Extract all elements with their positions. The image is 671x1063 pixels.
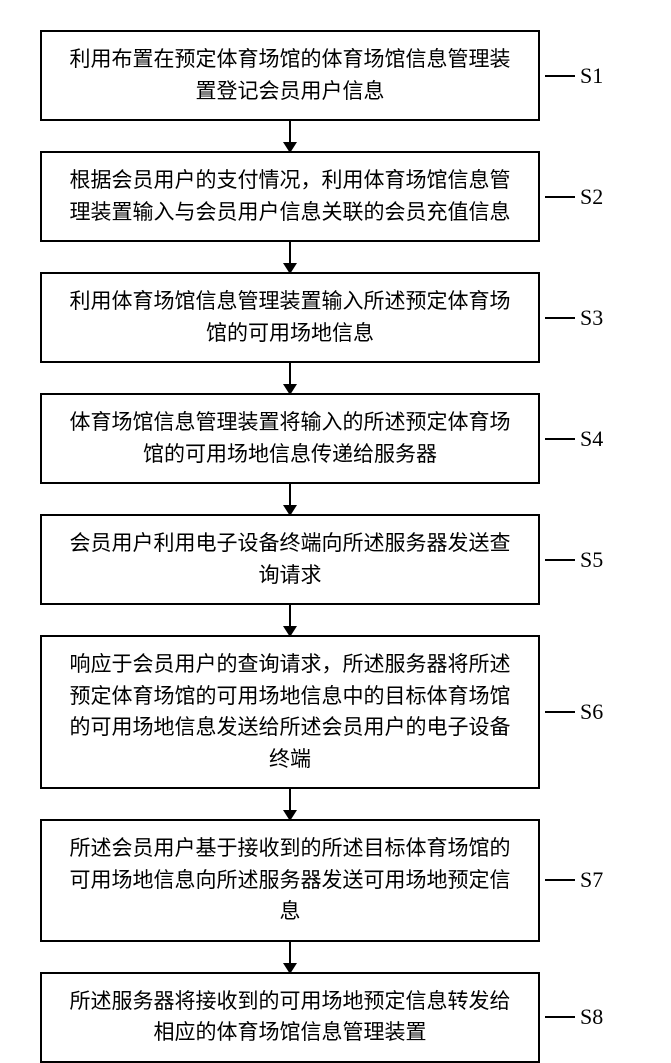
step-box: 所述会员用户基于接收到的所述目标体育场馆的可用场地信息向所述服务器发送可用场地预… [40,819,540,942]
step-label: S3 [580,305,603,331]
arrow-s7-s8 [40,942,540,972]
step-label: S5 [580,547,603,573]
step-row-s4: 体育场馆信息管理装置将输入的所述预定体育场馆的可用场地信息传递给服务器 S4 [40,393,630,484]
connector-line [545,879,575,881]
step-label: S6 [580,699,603,725]
step-row-s5: 会员用户利用电子设备终端向所述服务器发送查询请求 S5 [40,514,630,605]
step-box: 体育场馆信息管理装置将输入的所述预定体育场馆的可用场地信息传递给服务器 [40,393,540,484]
step-row-s8: 所述服务器将接收到的可用场地预定信息转发给相应的体育场馆信息管理装置 S8 [40,972,630,1063]
arrow-s5-s6 [40,605,540,635]
step-label: S8 [580,1004,603,1030]
step-row-s2: 根据会员用户的支付情况，利用体育场馆信息管理装置输入与会员用户信息关联的会员充值… [40,151,630,242]
step-box: 利用体育场馆信息管理装置输入所述预定体育场馆的可用场地信息 [40,272,540,363]
step-label: S7 [580,867,603,893]
step-text: 体育场馆信息管理装置将输入的所述预定体育场馆的可用场地信息传递给服务器 [70,410,511,466]
arrow-s1-s2 [40,121,540,151]
step-box: 利用布置在预定体育场馆的体育场馆信息管理装置登记会员用户信息 [40,30,540,121]
arrow-s3-s4 [40,363,540,393]
step-text: 利用体育场馆信息管理装置输入所述预定体育场馆的可用场地信息 [70,289,511,345]
step-box: 根据会员用户的支付情况，利用体育场馆信息管理装置输入与会员用户信息关联的会员充值… [40,151,540,242]
connector-line [545,75,575,77]
step-label: S2 [580,184,603,210]
step-row-s3: 利用体育场馆信息管理装置输入所述预定体育场馆的可用场地信息 S3 [40,272,630,363]
arrow-s6-s7 [40,789,540,819]
connector-line [545,438,575,440]
arrow-s2-s3 [40,242,540,272]
step-text: 所述服务器将接收到的可用场地预定信息转发给相应的体育场馆信息管理装置 [70,989,511,1045]
step-text: 响应于会员用户的查询请求，所述服务器将所述预定体育场馆的可用场地信息中的目标体育… [70,652,511,771]
step-text: 会员用户利用电子设备终端向所述服务器发送查询请求 [70,531,511,587]
step-box: 会员用户利用电子设备终端向所述服务器发送查询请求 [40,514,540,605]
connector-line [545,196,575,198]
connector-line [545,559,575,561]
flowchart-container: 利用布置在预定体育场馆的体育场馆信息管理装置登记会员用户信息 S1 根据会员用户… [40,30,630,1063]
step-label: S1 [580,63,603,89]
step-row-s1: 利用布置在预定体育场馆的体育场馆信息管理装置登记会员用户信息 S1 [40,30,630,121]
step-box: 响应于会员用户的查询请求，所述服务器将所述预定体育场馆的可用场地信息中的目标体育… [40,635,540,789]
step-box: 所述服务器将接收到的可用场地预定信息转发给相应的体育场馆信息管理装置 [40,972,540,1063]
step-text: 根据会员用户的支付情况，利用体育场馆信息管理装置输入与会员用户信息关联的会员充值… [70,168,511,224]
step-text: 所述会员用户基于接收到的所述目标体育场馆的可用场地信息向所述服务器发送可用场地预… [70,836,511,923]
connector-line [545,1016,575,1018]
step-text: 利用布置在预定体育场馆的体育场馆信息管理装置登记会员用户信息 [70,47,511,103]
step-label: S4 [580,426,603,452]
step-row-s7: 所述会员用户基于接收到的所述目标体育场馆的可用场地信息向所述服务器发送可用场地预… [40,819,630,942]
connector-line [545,317,575,319]
arrow-s4-s5 [40,484,540,514]
connector-line [545,711,575,713]
step-row-s6: 响应于会员用户的查询请求，所述服务器将所述预定体育场馆的可用场地信息中的目标体育… [40,635,630,789]
